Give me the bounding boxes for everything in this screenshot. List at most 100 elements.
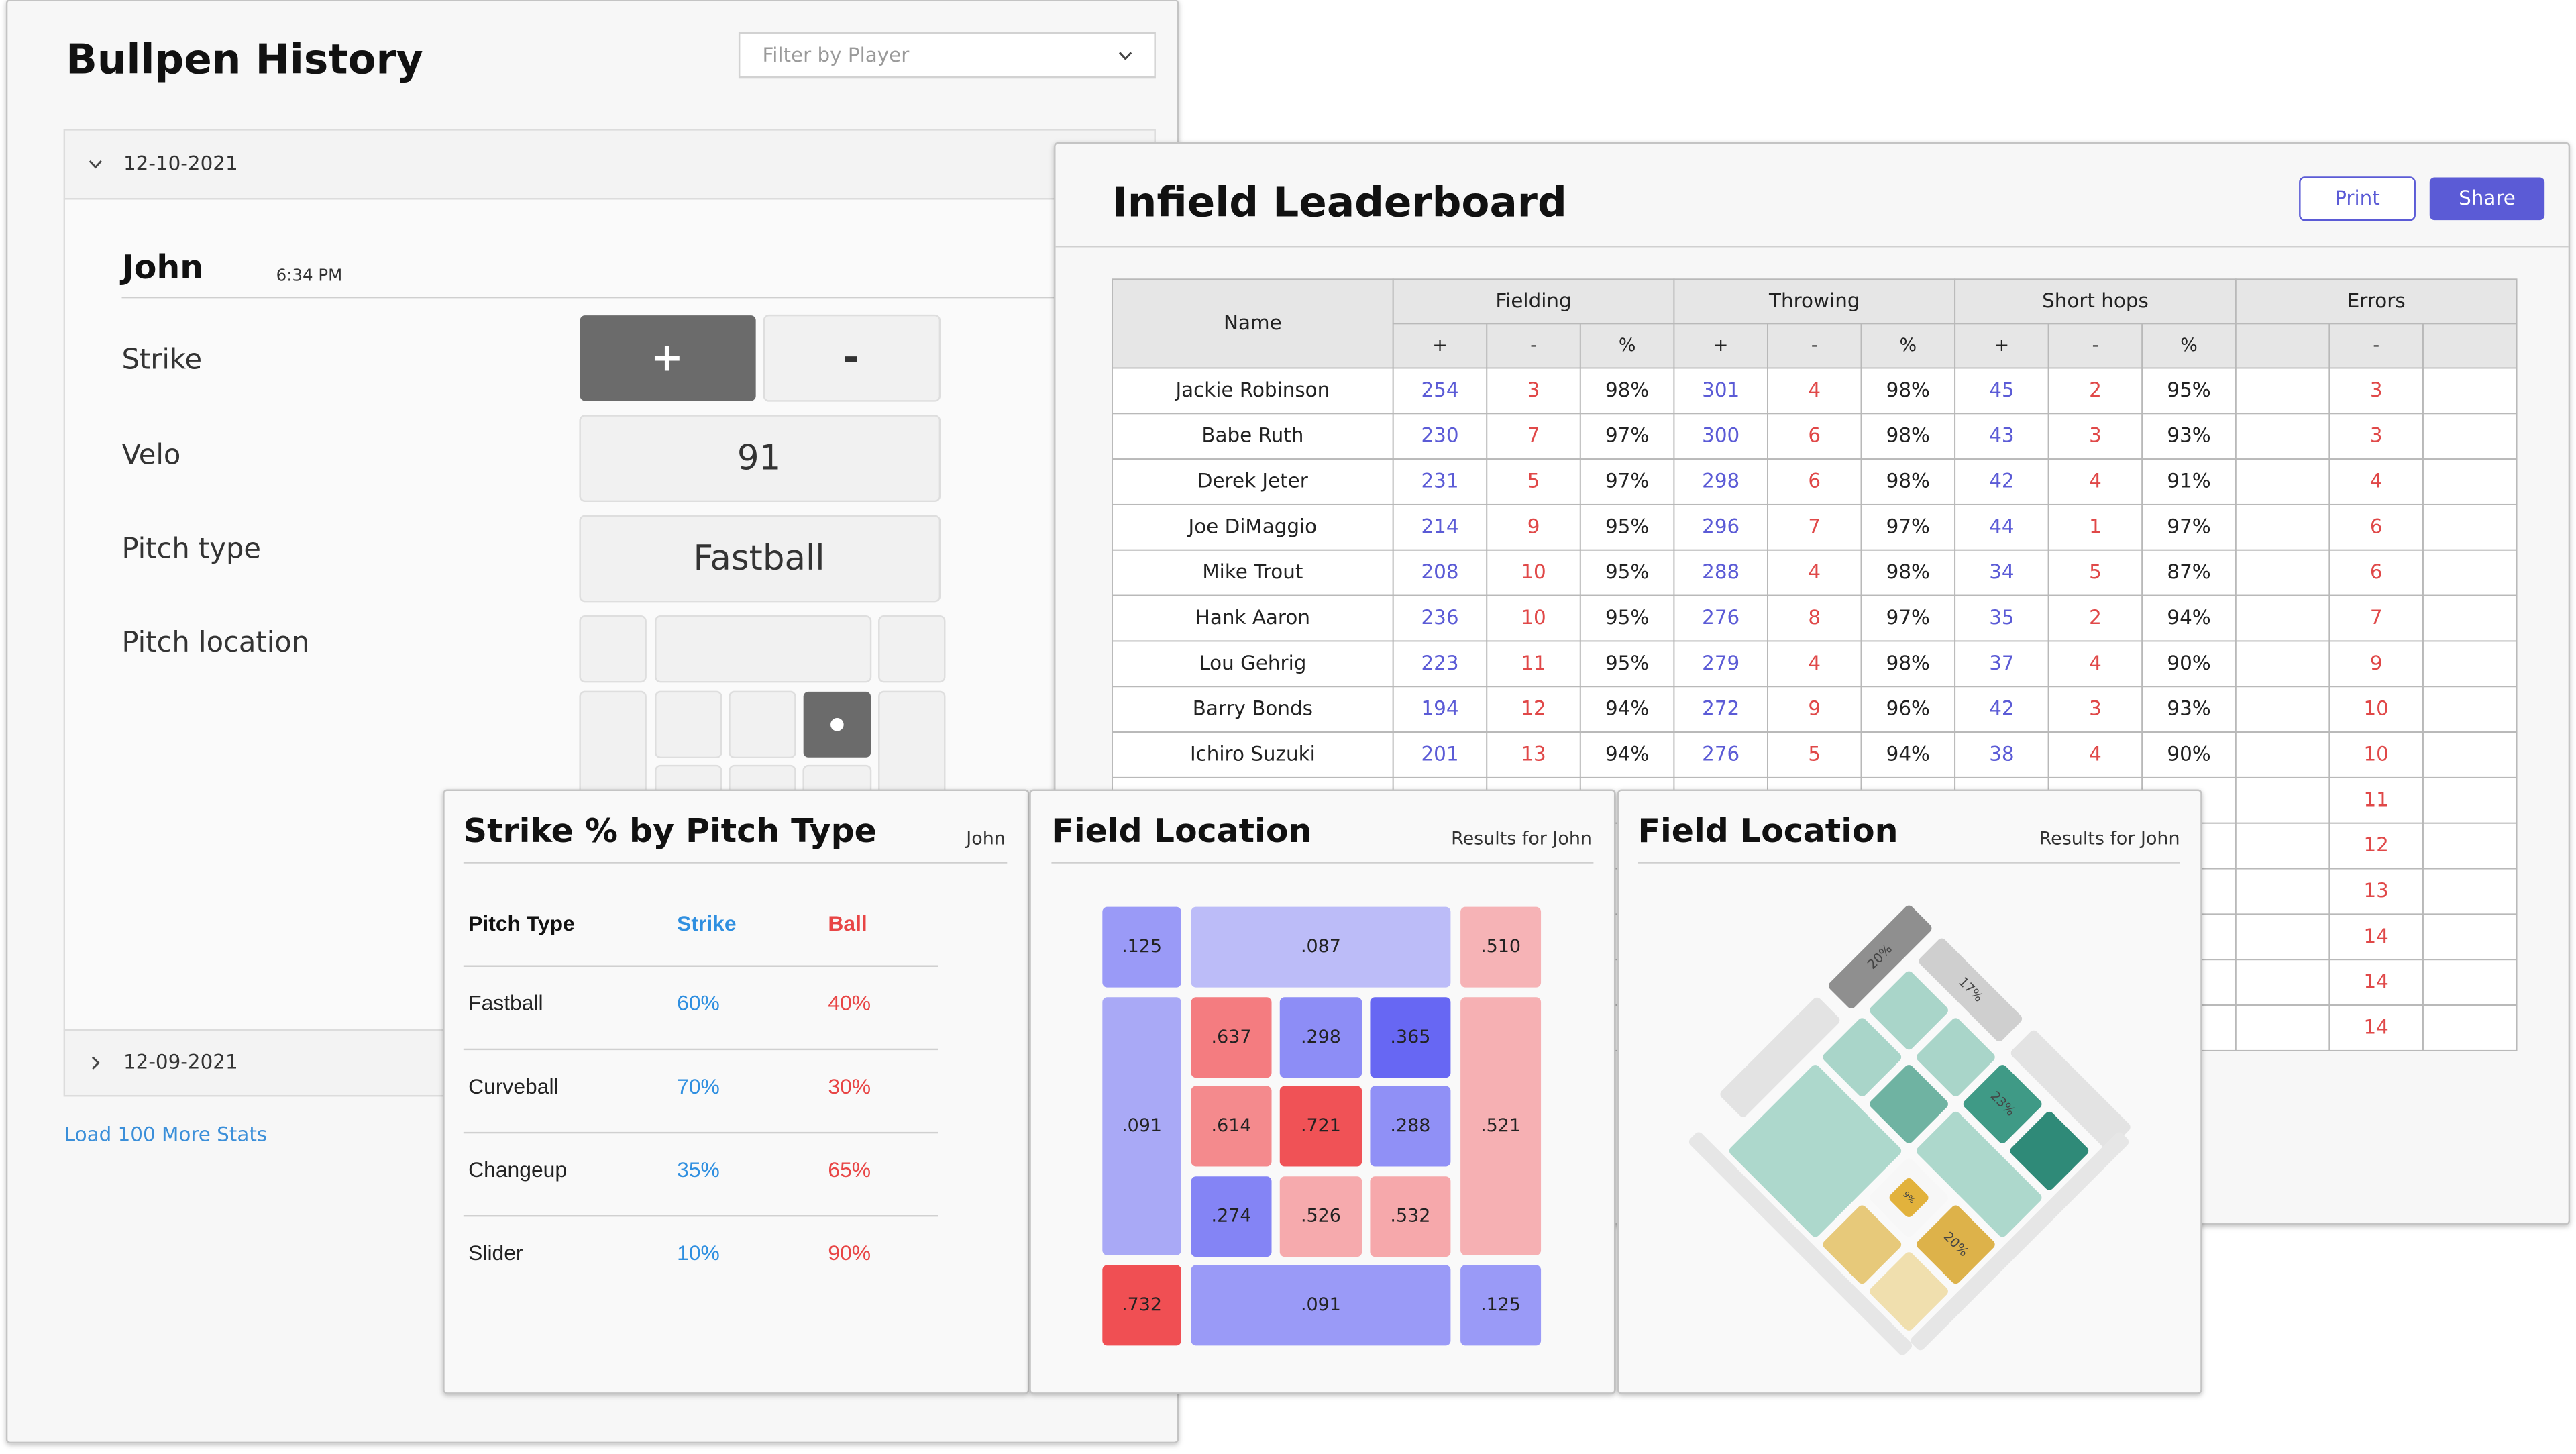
print-label: Print bbox=[2334, 187, 2380, 209]
sub-header: + bbox=[1994, 335, 2010, 356]
card-title: Field Location bbox=[1051, 812, 1311, 850]
plus-label: + bbox=[651, 333, 684, 380]
table-cell bbox=[1860, 367, 1956, 415]
zone-cell bbox=[1102, 906, 1181, 988]
table-cell bbox=[1860, 413, 1956, 460]
location-cell[interactable] bbox=[655, 615, 872, 683]
sub-header: - bbox=[1530, 335, 1537, 356]
stat-cell: 94% bbox=[1886, 743, 1930, 766]
zone-cell bbox=[1370, 1176, 1451, 1257]
stat-cell: 10 bbox=[1521, 560, 1546, 583]
player-name: Lou Gehrig bbox=[1199, 652, 1306, 674]
stat-cell: 13 bbox=[2363, 879, 2388, 902]
page-title: Infield Leaderboard bbox=[1112, 179, 1567, 227]
zone-label: .510 bbox=[1481, 936, 1521, 957]
table-cell bbox=[2328, 549, 2424, 596]
table-cell bbox=[1673, 503, 1768, 551]
zone-cell bbox=[1191, 1086, 1272, 1167]
player-name: Mike Trout bbox=[1202, 560, 1303, 583]
sub-header: - bbox=[2092, 335, 2099, 356]
stat-cell: 87% bbox=[2167, 560, 2210, 583]
page-title: Bullpen History bbox=[66, 36, 423, 84]
table-cell bbox=[2235, 731, 2330, 778]
stat-cell: 6 bbox=[2370, 515, 2383, 537]
stat-cell: 194 bbox=[1421, 697, 1458, 720]
print-button[interactable] bbox=[2299, 176, 2416, 221]
table-cell bbox=[2235, 413, 2330, 460]
location-cell[interactable] bbox=[655, 690, 722, 759]
velo-box[interactable] bbox=[579, 415, 941, 503]
player-name: Ichiro Suzuki bbox=[1190, 743, 1316, 766]
table-cell bbox=[1767, 503, 1862, 551]
table-cell bbox=[2422, 640, 2518, 688]
stat-cell: 8 bbox=[1808, 606, 1821, 629]
load-more-link[interactable]: Load 100 More Stats bbox=[64, 1123, 267, 1145]
table-cell bbox=[1860, 458, 1956, 505]
table-cell bbox=[1112, 640, 1394, 688]
table-cell bbox=[1112, 458, 1394, 505]
session-time: 6:34 PM bbox=[276, 265, 343, 284]
table-cell: 40% bbox=[828, 991, 871, 1015]
share-button[interactable] bbox=[2429, 177, 2545, 221]
card-title: Strike % by Pitch Type bbox=[464, 812, 877, 850]
table-cell bbox=[2422, 458, 2518, 505]
table-cell bbox=[1860, 503, 1956, 551]
table-cell bbox=[2328, 458, 2424, 505]
group-header: Fielding bbox=[1495, 289, 1571, 312]
plus-button[interactable] bbox=[580, 315, 756, 401]
table-cell: 70% bbox=[677, 1074, 720, 1098]
table-cell bbox=[2235, 549, 2330, 596]
stat-cell: 9 bbox=[2370, 652, 2383, 674]
zone-cell bbox=[1191, 1176, 1272, 1257]
stat-cell: 230 bbox=[1421, 424, 1458, 447]
header-cell bbox=[2422, 323, 2518, 369]
table-cell: Fastball bbox=[468, 991, 543, 1015]
chevron-icon[interactable] bbox=[1118, 52, 1132, 60]
table-cell bbox=[2235, 367, 2330, 415]
column-header: Name bbox=[1224, 311, 1282, 334]
stat-cell: 12 bbox=[1521, 697, 1546, 720]
field-diamond: 20%17%23%9%20% bbox=[1688, 905, 2131, 1355]
stat-cell: 3 bbox=[2370, 378, 2383, 401]
stat-cell: 231 bbox=[1421, 470, 1458, 492]
zone-shape bbox=[1870, 971, 1948, 1050]
table-cell bbox=[1767, 594, 1862, 642]
table-cell bbox=[1673, 731, 1768, 778]
field-label: Velo bbox=[122, 438, 181, 471]
player-name: Hank Aaron bbox=[1195, 606, 1310, 629]
location-cell[interactable] bbox=[729, 690, 796, 759]
sub-header: + bbox=[1713, 335, 1729, 356]
card-subtitle: John bbox=[965, 829, 1006, 849]
stat-cell: 94% bbox=[1605, 697, 1649, 720]
minus-button[interactable] bbox=[763, 314, 941, 402]
table-cell bbox=[2235, 959, 2330, 1006]
sub-header: % bbox=[2180, 335, 2198, 356]
pitch-type-box[interactable] bbox=[579, 515, 941, 603]
zone-cell bbox=[1829, 905, 1932, 1009]
table-cell bbox=[2422, 594, 2518, 642]
stat-cell: 4 bbox=[2089, 743, 2102, 766]
stat-cell: 276 bbox=[1702, 743, 1739, 766]
table-cell bbox=[2328, 686, 2424, 733]
location-cell[interactable] bbox=[579, 615, 647, 683]
zone-label: .091 bbox=[1301, 1294, 1341, 1315]
table-cell bbox=[1860, 594, 1956, 642]
stat-cell: 95% bbox=[1605, 560, 1649, 583]
minus-label: - bbox=[843, 333, 859, 380]
stat-cell: 95% bbox=[1605, 515, 1649, 537]
sub-header: % bbox=[1900, 335, 1917, 356]
table-cell bbox=[1860, 686, 1956, 733]
chevron-icon[interactable] bbox=[89, 160, 102, 169]
filter-dropdown[interactable] bbox=[738, 32, 1156, 79]
table-cell bbox=[2422, 731, 2518, 778]
location-cell[interactable] bbox=[878, 615, 946, 683]
zone-label: .365 bbox=[1390, 1027, 1430, 1047]
stat-cell: 93% bbox=[2167, 424, 2210, 447]
stat-cell: 93% bbox=[2167, 697, 2210, 720]
chevron-icon[interactable] bbox=[91, 1056, 100, 1070]
stat-cell: 236 bbox=[1421, 606, 1458, 629]
zone-cell bbox=[1917, 1205, 1995, 1284]
group-header: Short hops bbox=[2042, 289, 2149, 312]
stat-cell: 4 bbox=[1808, 560, 1821, 583]
